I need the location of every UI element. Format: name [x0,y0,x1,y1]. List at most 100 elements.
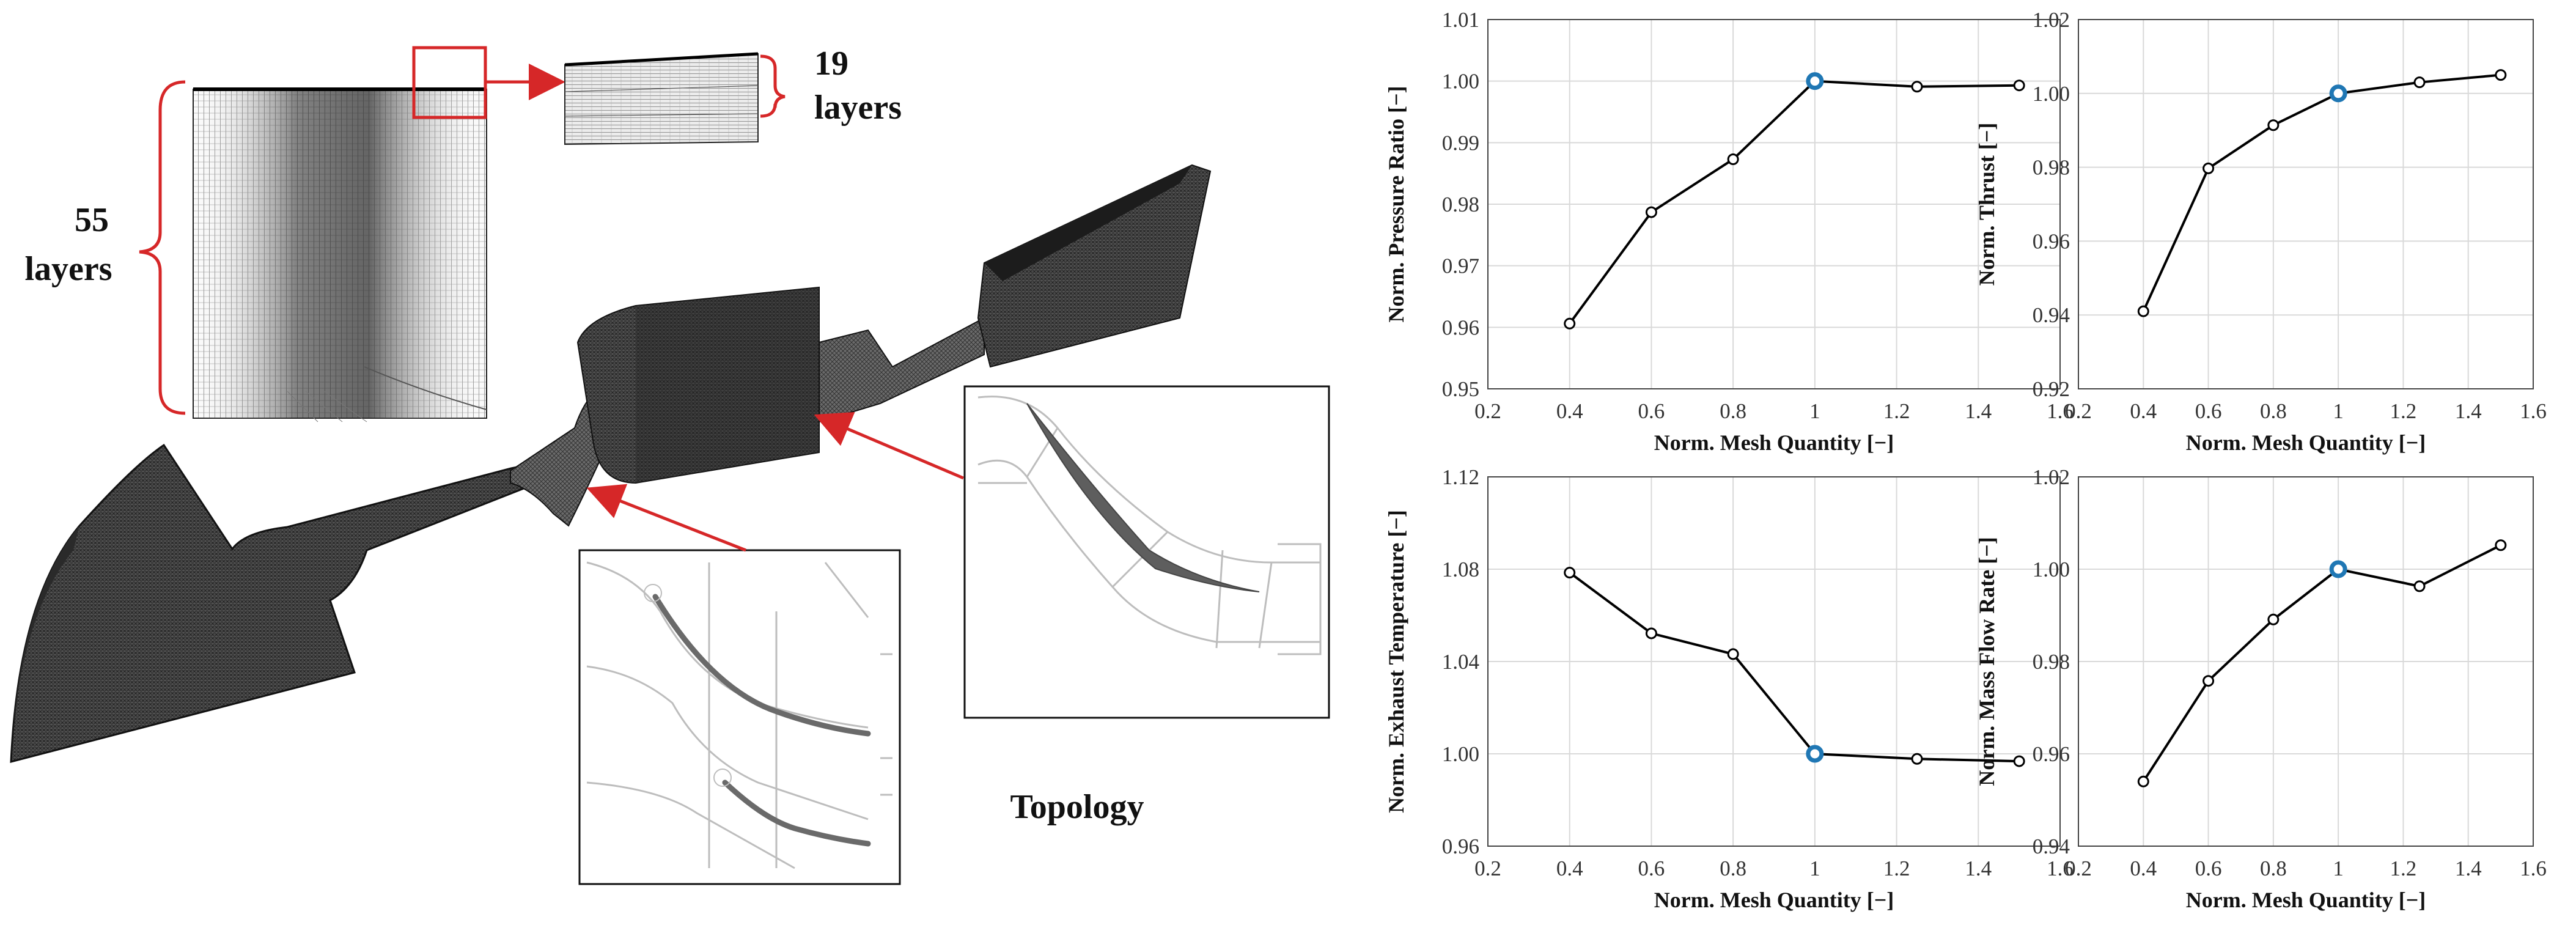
data-point [1564,317,1576,330]
x-tick-label: 0.2 [2065,857,2092,880]
callout-arrow-turbine [814,412,964,480]
y-axis-label: Norm. Mass Flow Rate [−] [1974,537,1999,786]
x-tick-label: 1.2 [2390,857,2417,880]
data-point [2137,305,2149,317]
data-point [1645,206,1657,218]
x-tick-label: 1.4 [1965,399,1992,423]
y-tick-label: 0.99 [1442,131,1479,155]
x-tick-label: 1.4 [1965,857,1992,880]
x-tick-label: 1.2 [1883,399,1910,423]
x-tick-label: 0.2 [1474,399,1501,423]
y-axis-label: Norm. Exhaust Temperature [−] [1384,510,1408,813]
x-tick-label: 0.2 [2065,399,2092,423]
data-point [1727,648,1739,660]
y-tick-label: 0.94 [2033,303,2070,327]
x-tick-label: 0.8 [2260,399,2287,423]
x-tick-label: 1.2 [2390,399,2417,423]
data-point [2013,755,2025,767]
plot-frame [1487,476,2061,847]
brace-19-layers [760,54,786,118]
chart-2: 0.2 0.4 0.6 0.8 1 1.2 1.4 1.60.920.940.960.981.… [1974,8,2547,455]
y-tick-label: 1.01 [1442,8,1479,32]
y-tick-label: 1.12 [1442,465,1479,489]
brace-55-layers [139,80,186,415]
data-point [2413,580,2426,592]
x-tick-label: 0.4 [2130,399,2157,423]
y-tick-label: 1.02 [2033,8,2070,32]
data-point-reference [2329,84,2347,103]
label-55-count: 55 [75,201,109,239]
x-axis-label: Norm. Mesh Quantity [−] [1654,430,1894,455]
label-19-word: layers [814,89,902,127]
inlet-sector [10,443,554,763]
label-55-word: layers [24,250,112,288]
chart-1: 0.2 0.4 0.6 0.8 1 1.2 1.4 1.6 0.95 0.96 0.97 0.98 0.… [1384,8,2074,455]
x-tick-label: 0.4 [1556,399,1583,423]
data-point [1911,81,1923,93]
data-point [1645,627,1657,639]
x-tick-label: 0.6 [1638,857,1665,880]
y-tick-label: 0.96 [1442,835,1479,858]
data-point [1911,753,1923,765]
y-tick-label: 1.00 [1442,70,1479,94]
data-point [2413,76,2426,89]
y-tick-label: 0.98 [1442,193,1479,216]
x-tick-label: 1.6 [2520,857,2547,880]
y-tick-label: 1.00 [1442,742,1479,766]
x-tick-label: 1.6 [2520,399,2547,423]
y-tick-label: 0.96 [1442,315,1479,339]
x-tick-label: 0.6 [1638,399,1665,423]
y-tick-label: 0.98 [2033,650,2070,674]
turbine-stage [819,317,985,423]
x-tick-label: 1 [2333,857,2344,880]
x-tick-label: 1 [2333,399,2344,423]
x-axis-label: Norm. Mesh Quantity [−] [1654,888,1894,912]
y-tick-label: 1.00 [2033,558,2070,581]
y-tick-label: 0.98 [2033,156,2070,180]
topology-inset-turbine [963,385,1330,719]
data-point-reference [2329,560,2347,578]
x-tick-label: 1.6 [2047,399,2074,423]
y-tick-label: 0.94 [2033,835,2070,858]
x-tick-label: 1.4 [2455,857,2482,880]
y-tick-label: 1.08 [1442,558,1479,581]
data-point [2267,119,2280,131]
chart-3: 0.2 0.4 0.6 0.8 1 1.2 1.4 1.6 0.96 1.00 1.04 1.08 1.… [1384,465,2074,912]
callout-arrow-compressor [586,484,746,552]
topology-inset-compressor [578,549,901,885]
x-tick-label: 0.6 [2195,399,2222,423]
series-line [2142,544,2501,783]
x-axis-label: Norm. Mesh Quantity [−] [2186,888,2426,912]
zoom-region-box [412,46,487,119]
y-tick-label: 0.92 [2033,377,2070,401]
chart-4: 0.2 0.4 0.6 0.8 1 1.2 1.4 1.60.940.960.981.001.… [1974,465,2547,912]
x-tick-label: 1 [1809,399,1820,423]
y-tick-label: 1.04 [1442,650,1479,674]
data-point [1564,567,1576,579]
series-line [2142,73,2501,312]
x-tick-label: 0.8 [1720,857,1746,880]
x-tick-label: 1.2 [1883,857,1910,880]
mesh-independence-charts: 0.2 0.4 0.6 0.8 1 1.2 1.4 1.60.950.960.970.980.… [1384,8,2547,912]
x-tick-label: 0.4 [1556,857,1583,880]
data-point [2495,69,2507,81]
data-point [1727,153,1739,166]
x-tick-label: 0.8 [2260,857,2287,880]
series-line [1569,572,2020,763]
y-tick-label: 0.96 [2033,742,2070,766]
mesh-illustration: 55 layers 19 layers [10,45,1330,885]
plot-frame [2078,476,2534,847]
x-tick-label: 1.4 [2455,399,2482,423]
x-tick-label: 1.6 [2047,857,2074,880]
boundary-layer-mesh-panel [193,46,487,422]
data-point-reference [1806,72,1824,90]
plot-frame [1487,19,2061,389]
y-axis-label: Norm. Pressure Ratio [−] [1384,86,1408,322]
data-point [2137,775,2149,787]
zoom-mesh-panel [564,52,759,146]
data-point [2013,79,2025,92]
y-axis-label: Norm. Thrust [−] [1974,123,1999,286]
computational-domain-3d [10,164,1212,763]
x-tick-label: 0.2 [1474,857,1501,880]
